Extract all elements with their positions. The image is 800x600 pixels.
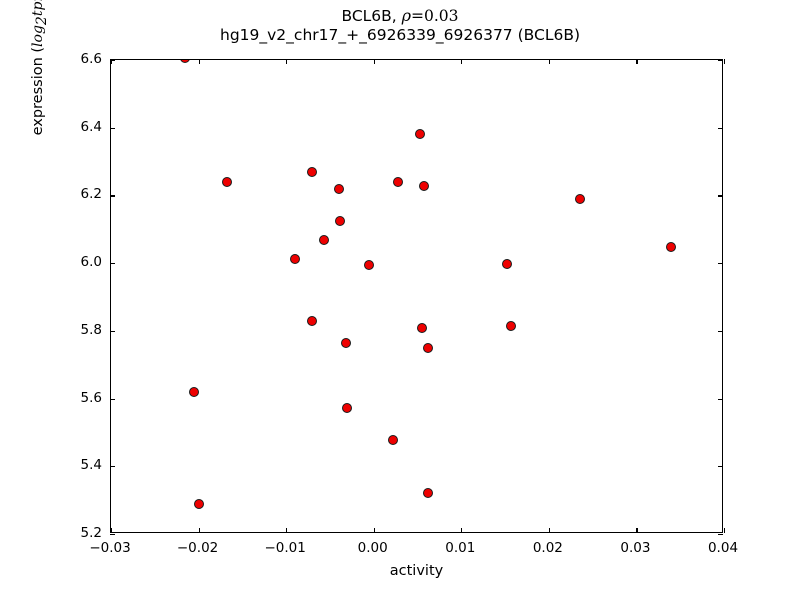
data-point [506, 320, 517, 331]
x-axis-label: activity [389, 563, 444, 579]
y-axis-label-prefix: expression ( [30, 46, 46, 136]
data-point [387, 434, 398, 445]
data-point [364, 259, 375, 270]
x-axis-tick-top [724, 59, 726, 64]
data-point [340, 337, 351, 348]
y-axis-tick [110, 466, 115, 468]
y-axis-tick [110, 127, 115, 129]
y-axis-tick-label: 5.8 [80, 321, 102, 338]
data-point [415, 129, 426, 140]
data-point [221, 176, 232, 187]
data-point [423, 487, 433, 498]
y-axis-tick [110, 534, 115, 536]
x-axis-tick-label: −0.01 [264, 540, 306, 556]
data-point [180, 60, 191, 64]
data-point [189, 386, 200, 397]
data-point [416, 323, 427, 334]
y-axis-tick-right [718, 330, 723, 333]
data-point [418, 180, 429, 191]
figure-title: BCL6B, ρ=0.03 hg19_v2_chr17_+_6926339_69… [0, 6, 800, 45]
data-point [574, 193, 585, 204]
y-axis-tick-label: 5.6 [80, 389, 102, 406]
x-axis-tick-label: 0.03 [620, 540, 651, 556]
y-axis-tick-right [718, 398, 723, 400]
x-axis-tick [461, 528, 463, 533]
data-point [193, 498, 204, 509]
y-axis-tick [110, 398, 115, 400]
y-axis-label: expression (log2tpm) [30, 0, 56, 296]
x-axis-tick [198, 528, 200, 533]
x-axis-tick-label: 0.02 [532, 540, 563, 556]
x-axis-tick-label: −0.03 [89, 540, 131, 556]
data-point [423, 343, 433, 354]
y-axis-tick-label: 6.0 [80, 254, 102, 271]
data-point [342, 403, 353, 414]
y-axis-tick-right [718, 263, 723, 265]
y-axis-tick [110, 330, 115, 333]
y-axis-tick-label: 5.4 [80, 457, 102, 474]
y-axis-label-math-base: log [30, 25, 46, 47]
x-axis-tick-top [636, 59, 638, 64]
x-axis-tick [286, 528, 288, 533]
data-point [318, 235, 329, 246]
rho-value: =0.03 [411, 7, 459, 25]
data-point [501, 258, 512, 269]
y-axis-tick [110, 60, 115, 62]
y-axis-tick-right [718, 127, 723, 129]
data-point [666, 241, 677, 252]
y-axis-label-math-sub: 2 [33, 16, 50, 26]
y-axis-tick [110, 195, 115, 197]
data-point [335, 216, 346, 227]
y-axis-label-math-tail: tpm [30, 0, 46, 17]
x-axis-tick [636, 528, 638, 533]
y-axis-tick-label: 5.2 [80, 525, 102, 541]
x-axis-tick-top [373, 59, 375, 64]
x-axis-tick [548, 528, 551, 533]
y-axis-tick-right [718, 60, 723, 62]
plot-data-area [111, 60, 722, 532]
title-gene-rho-prefix: BCL6B, [341, 7, 402, 25]
x-axis-tick-label: 0.01 [445, 540, 476, 556]
x-axis-tick [111, 528, 113, 533]
x-axis-tick [724, 528, 726, 533]
x-axis-tick-label: −0.02 [176, 540, 219, 556]
x-axis-tick [373, 528, 375, 533]
plot-axes-frame [110, 59, 726, 536]
data-point [393, 176, 404, 187]
rho-symbol: ρ [401, 6, 412, 25]
data-point [333, 184, 344, 195]
data-point [289, 254, 300, 265]
y-axis-tick-label: 6.4 [80, 118, 102, 135]
x-axis-tick-top [111, 59, 113, 64]
data-point [307, 316, 318, 327]
y-axis-tick-right [718, 195, 723, 197]
title-line-1: BCL6B, ρ=0.03 [0, 6, 800, 26]
y-axis-tick-right [718, 534, 723, 536]
title-line-2: hg19_v2_chr17_+_6926339_6926377 (BCL6B) [220, 25, 580, 44]
x-axis-tick-top [286, 59, 288, 64]
data-point [307, 166, 318, 177]
x-axis-tick-top [198, 59, 200, 64]
y-axis-tick-label: 6.6 [80, 51, 102, 67]
x-axis-tick-top [461, 59, 463, 64]
y-axis-tick-label: 6.2 [80, 186, 102, 203]
x-axis-tick-label: 0.04 [707, 540, 739, 556]
y-axis-tick-right [718, 466, 723, 468]
x-axis-tick-label: 0.00 [357, 540, 388, 556]
x-axis-tick-top [548, 59, 551, 64]
y-axis-tick [110, 263, 115, 265]
